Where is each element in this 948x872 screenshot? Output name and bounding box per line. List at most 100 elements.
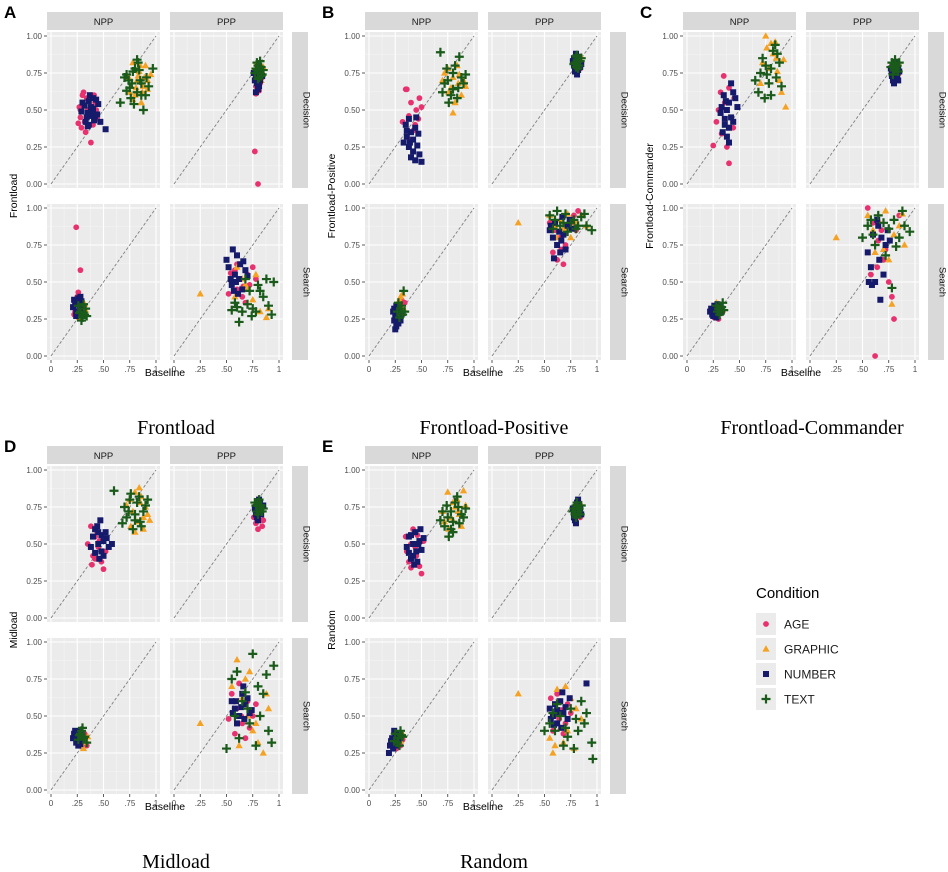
data-point-text <box>394 741 404 751</box>
data-point-text <box>130 515 140 525</box>
x-tick-label: .50 <box>857 365 869 374</box>
legend-label-number: NUMBER <box>784 668 836 682</box>
data-point-age <box>550 249 556 256</box>
reference-line <box>809 207 916 357</box>
data-point-number <box>418 158 425 165</box>
reference-line <box>50 207 157 357</box>
data-point-text <box>894 58 904 68</box>
data-point-graphic <box>756 79 765 86</box>
column-strip <box>47 446 160 464</box>
data-point-number <box>236 276 243 283</box>
data-point-age <box>251 148 258 155</box>
row-strip-label: Search <box>619 701 630 731</box>
data-point-graphic <box>832 233 840 241</box>
data-point-number <box>573 520 579 527</box>
data-point-number <box>882 242 889 248</box>
legend-key-age <box>763 621 769 627</box>
y-tick-label: 0.50 <box>26 278 42 287</box>
data-point-text <box>540 726 549 736</box>
data-point-number <box>408 532 414 539</box>
facet-npp-decision <box>47 32 160 188</box>
x-tick-label: 1 <box>790 365 795 374</box>
data-point-text <box>269 661 279 671</box>
data-point-text <box>863 221 873 231</box>
y-tick-label: 1.00 <box>26 638 42 647</box>
data-point-number <box>417 526 424 533</box>
data-point-text <box>240 274 250 284</box>
y-axis-title: Frontload-Positive <box>326 154 338 239</box>
data-point-text <box>245 286 255 296</box>
data-point-text <box>144 81 154 91</box>
data-point-text <box>240 687 250 697</box>
data-point-age <box>868 271 874 278</box>
panel-letter: C <box>640 3 652 22</box>
y-tick-label: 0.25 <box>344 315 360 324</box>
data-point-text <box>128 67 138 77</box>
reference-line <box>173 469 280 619</box>
data-point-number <box>392 326 399 333</box>
y-tick-label: 1.00 <box>344 466 360 475</box>
data-point-number <box>546 227 553 234</box>
data-point-text <box>136 90 146 100</box>
y-tick-label: 0.75 <box>344 503 360 512</box>
data-point-number <box>720 92 727 99</box>
y-tick-label: 0.00 <box>26 180 42 189</box>
data-point-number <box>554 242 561 248</box>
data-point-text <box>267 738 277 748</box>
reference-line <box>173 641 280 791</box>
data-point-text <box>253 681 263 691</box>
data-point-text <box>566 704 576 714</box>
data-point-age <box>554 690 560 697</box>
data-point-age <box>228 690 235 697</box>
data-point-number <box>97 517 104 524</box>
data-point-text <box>772 49 782 59</box>
data-point-age <box>259 523 266 530</box>
data-point-text <box>438 87 447 97</box>
data-point-age <box>418 104 425 110</box>
data-point-number <box>412 124 419 131</box>
data-point-graphic <box>264 704 273 712</box>
x-tick-label: .75 <box>565 799 577 808</box>
data-point-number <box>726 124 732 131</box>
data-point-number <box>78 298 85 305</box>
reference-line <box>368 207 475 357</box>
data-point-number <box>228 698 235 705</box>
legend-key-number <box>763 671 769 677</box>
row-strip <box>292 466 308 622</box>
data-point-text <box>573 221 583 231</box>
data-point-number <box>400 139 407 146</box>
data-point-number <box>877 296 884 303</box>
data-point-text <box>452 93 462 103</box>
data-point-number <box>886 237 893 244</box>
data-point-graphic <box>146 516 154 523</box>
facet-npp-search <box>365 638 478 794</box>
data-point-number <box>385 750 392 756</box>
x-tick-label: 0 <box>172 799 177 808</box>
data-point-text <box>142 72 152 82</box>
data-point-text <box>126 93 136 103</box>
data-point-age <box>713 118 720 125</box>
data-point-graphic <box>782 103 790 110</box>
column-strip <box>488 446 601 464</box>
facet-ppp-decision <box>170 32 283 188</box>
data-point-number <box>73 313 80 320</box>
x-tick-label: 0 <box>685 365 690 374</box>
data-point-text <box>450 61 460 71</box>
data-point-graphic <box>567 233 575 241</box>
row-strip <box>292 638 308 794</box>
data-point-number <box>251 77 258 84</box>
column-strip <box>365 12 478 30</box>
data-point-text <box>227 674 237 684</box>
data-point-number <box>235 290 242 297</box>
reference-line <box>491 469 598 619</box>
x-tick-label: .75 <box>247 799 259 808</box>
data-point-number <box>707 308 714 315</box>
data-point-number <box>394 320 401 327</box>
y-tick-label: 0.75 <box>662 69 678 78</box>
data-point-number <box>83 114 90 121</box>
data-point-text <box>446 506 456 516</box>
data-point-graphic <box>79 744 88 752</box>
data-point-text <box>548 224 558 234</box>
data-point-text <box>545 718 555 728</box>
data-point-number <box>412 157 419 164</box>
